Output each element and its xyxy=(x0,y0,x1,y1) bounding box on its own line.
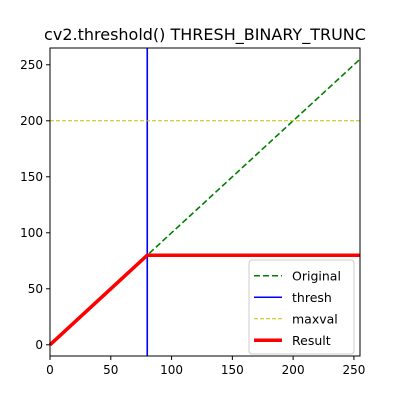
x-tick-label: 250 xyxy=(342,363,365,377)
y-axis: 0 50 100 150 200 250 xyxy=(20,58,50,352)
series-line-result xyxy=(48,253,360,347)
legend-label-original: Original xyxy=(292,268,341,283)
y-tick-label: 200 xyxy=(20,114,43,128)
legend-box xyxy=(248,259,355,355)
x-tick-label: 150 xyxy=(221,363,244,377)
x-tick-label: 50 xyxy=(103,363,118,377)
plot-frame xyxy=(49,47,361,357)
x-axis: 0 50 100 150 200 250 xyxy=(46,356,365,377)
legend: Original thresh maxval Result xyxy=(248,259,355,355)
legend-label-result: Result xyxy=(292,333,331,348)
y-tick-label: 50 xyxy=(28,282,43,296)
legend-label-thresh: thresh xyxy=(292,290,332,305)
y-tick-label: 100 xyxy=(20,226,43,240)
y-tick-label: 250 xyxy=(20,58,43,72)
x-tick-label: 0 xyxy=(46,363,54,377)
legend-label-maxval: maxval xyxy=(292,311,338,326)
y-tick-label: 0 xyxy=(35,338,43,352)
chart-title: cv2.threshold() THRESH_BINARY_TRUNC xyxy=(44,25,366,45)
plot-series xyxy=(48,48,361,356)
x-tick-label: 200 xyxy=(282,363,305,377)
series-line-original xyxy=(49,58,361,346)
y-tick-label: 150 xyxy=(20,170,43,184)
x-tick-label: 100 xyxy=(160,363,183,377)
